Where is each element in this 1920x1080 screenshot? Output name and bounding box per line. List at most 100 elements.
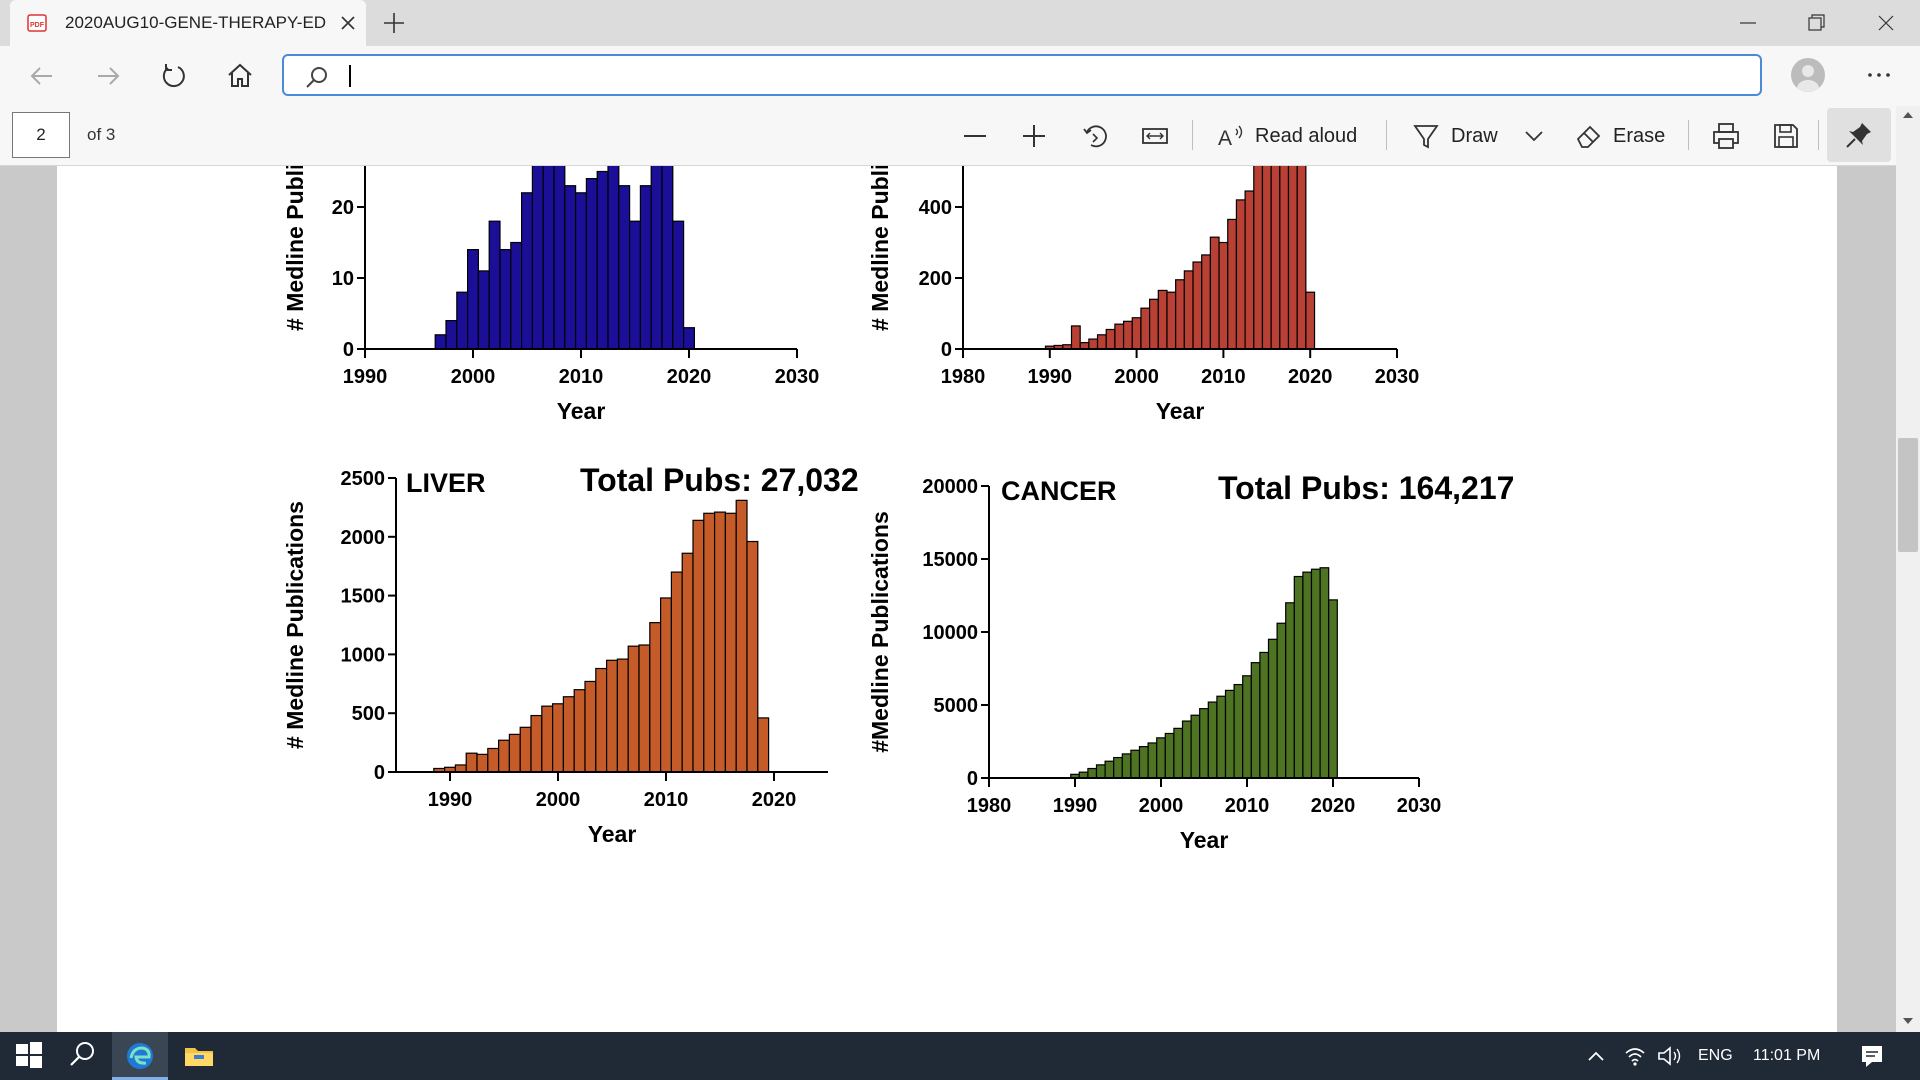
bar [1270,166,1281,350]
bar [1328,599,1338,779]
x-tick-label: 1990 [343,366,388,388]
bar [488,220,501,350]
bar [1096,334,1107,350]
bar [713,511,726,773]
y-tick-label: 1000 [341,644,386,666]
x-tick-label: 1990 [1028,366,1073,388]
scroll-down-icon[interactable] [1902,1016,1914,1026]
y-tick-label: 0 [343,339,354,361]
bar [661,166,674,350]
close-icon[interactable] [335,10,361,36]
eraser-icon[interactable] [1573,120,1605,152]
close-window-icon[interactable] [1869,6,1903,40]
pdf-viewer: 01020304019902000201020202030Year# Medli… [0,166,1920,1032]
windows-start-icon[interactable] [14,1040,44,1070]
bar [1166,291,1177,350]
bar [1190,714,1201,779]
clock[interactable]: 11:01 PM [1753,1047,1821,1064]
more-icon[interactable] [1862,60,1896,90]
bar [596,170,609,350]
bar [1192,261,1203,350]
y-tick-label: 10 [332,268,354,290]
bar [1121,753,1132,779]
page-number-input[interactable]: 2 [12,112,70,158]
pin-icon [1846,123,1871,148]
bar [1244,190,1255,350]
page-count: of 3 [87,125,116,144]
scrollbar-thumb[interactable] [1898,438,1918,552]
minimize-icon[interactable] [1731,6,1765,40]
bar [616,658,629,773]
bar [595,667,608,773]
browser-tab[interactable]: PDF 2020AUG10-GENE-THERAPY-ED [10,0,366,46]
file-explorer-icon[interactable] [183,1040,215,1070]
zoom-out-icon[interactable] [959,120,991,152]
draw-label[interactable]: Draw [1451,125,1498,147]
wifi-icon[interactable] [1623,1044,1647,1068]
bar [1087,767,1098,779]
y-tick-label: 10000 [922,622,978,644]
chevron-up-icon[interactable] [1585,1046,1607,1066]
y-tick-label: 200 [919,268,952,290]
bar [1253,166,1264,350]
refresh-icon[interactable] [156,58,192,94]
y-tick-label: 0 [967,768,978,790]
back-icon[interactable] [24,58,60,94]
bar [638,644,651,773]
restore-icon[interactable] [1799,6,1833,40]
bar [541,705,554,773]
chart-title: Total Pubs: 164,217 [1218,470,1514,506]
notification-icon[interactable] [1859,1043,1885,1069]
x-tick-label: 1980 [941,366,986,388]
chart-title: Total Pubs: 27,032 [580,462,859,498]
bar [724,512,737,773]
volume-icon[interactable] [1656,1044,1682,1068]
read-aloud-label[interactable]: Read aloud [1255,125,1358,147]
bar [1276,622,1287,779]
zoom-in-icon[interactable] [1018,120,1050,152]
bar [456,291,469,350]
vertical-scrollbar[interactable] [1896,106,1920,1032]
taskbar-edge-button[interactable] [112,1032,168,1080]
bar [1209,236,1220,350]
bar [553,166,566,350]
bar [1114,323,1125,350]
bar [508,733,521,773]
address-bar[interactable] [282,54,1762,96]
bar [1183,270,1194,350]
plus-icon[interactable] [380,9,408,37]
fit-page-icon[interactable] [1139,120,1171,152]
bar [1201,254,1211,350]
read-aloud-icon[interactable]: A [1216,120,1248,152]
bar [1285,602,1295,779]
taskbar-search-icon[interactable] [67,1040,97,1070]
bar [735,499,748,773]
pin-toolbar-button[interactable] [1827,108,1891,162]
rotate-icon[interactable] [1079,120,1111,152]
bar [1259,651,1270,779]
bar [564,185,577,350]
bar [639,185,652,350]
toolbar-divider [1192,120,1193,150]
home-icon[interactable] [222,58,258,94]
save-icon[interactable] [1770,120,1802,152]
chevron-down-icon[interactable] [1518,120,1550,152]
x-tick-label: 2000 [1139,795,1184,817]
bar [542,166,555,350]
x-tick-label: 2000 [1114,366,1159,388]
bar [465,752,478,773]
profile-icon[interactable] [1791,58,1825,92]
y-tick-label: 5000 [934,695,979,717]
bar [1207,701,1218,779]
bar [574,192,587,350]
forward-icon[interactable] [90,58,126,94]
erase-label[interactable]: Erase [1613,125,1666,147]
language-indicator[interactable]: ENG [1698,1047,1733,1064]
bar [607,166,620,350]
print-icon[interactable] [1710,120,1742,152]
pdf-toolbar: 2 of 3 A Read aloud Draw Erase [0,106,1920,166]
y-tick-label: 20000 [922,476,978,498]
draw-icon[interactable] [1410,120,1442,152]
scroll-up-icon[interactable] [1902,110,1914,120]
x-tick-label: 2000 [451,366,496,388]
